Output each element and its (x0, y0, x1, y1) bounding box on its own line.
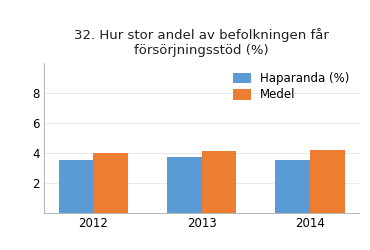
Bar (59, 160, 93, 212)
Bar (275, 160, 310, 212)
Bar (310, 150, 344, 212)
Title: 32. Hur stor andel av befolkningen får
försörjningsstöd (%): 32. Hur stor andel av befolkningen får f… (74, 28, 329, 57)
Legend: Haparanda (%), Medel: Haparanda (%), Medel (229, 68, 353, 105)
Bar (167, 157, 202, 212)
Bar (93, 152, 128, 212)
Bar (202, 151, 236, 212)
